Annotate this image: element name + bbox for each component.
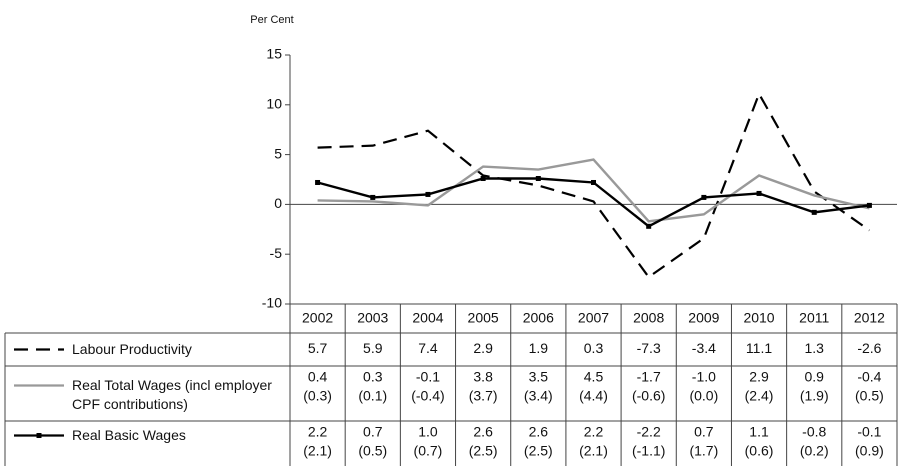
table-value: 1.3 — [804, 340, 824, 356]
x-tick-label: 2004 — [412, 310, 443, 326]
table-value: 0.7 — [694, 424, 714, 440]
table-sub-value: (0.7) — [414, 443, 443, 459]
marker — [425, 191, 431, 197]
y-tick-label: 15 — [266, 46, 282, 62]
table-sub-value: (2.1) — [303, 443, 332, 459]
table-value: 0.3 — [584, 340, 604, 356]
table-value: 11.1 — [746, 340, 772, 356]
legend-label: Real Total Wages (incl employer CPF cont… — [72, 376, 272, 412]
table-value: 0.9 — [804, 369, 824, 385]
table-value: 2.9 — [749, 369, 769, 385]
table-value: 5.7 — [308, 340, 328, 356]
table-value: -1.7 — [637, 369, 661, 385]
x-tick-label: 2012 — [854, 310, 885, 326]
x-tick-label: 2006 — [523, 310, 554, 326]
table-sub-value: (0.1) — [358, 388, 387, 404]
table-value: 0.3 — [363, 369, 383, 385]
legend-label: Labour Productivity — [72, 340, 192, 357]
table-value: -0.8 — [802, 424, 826, 440]
table-sub-value: (4.4) — [579, 388, 608, 404]
table-sub-value: (2.1) — [579, 443, 608, 459]
table-sub-value: (3.7) — [469, 388, 498, 404]
series-line — [317, 91, 871, 279]
legend-label: Real Basic Wages — [72, 426, 186, 443]
table-sub-value: (0.6) — [745, 443, 774, 459]
x-tick-label: 2005 — [468, 310, 499, 326]
table-value: 7.4 — [418, 340, 438, 356]
table-value: 2.6 — [529, 424, 549, 440]
table-value: 2.2 — [584, 424, 604, 440]
table-value: 2.2 — [308, 424, 328, 440]
x-tick-label: 2009 — [688, 310, 719, 326]
table-value: -0.1 — [416, 369, 440, 385]
marker — [811, 209, 817, 215]
y-tick-label: 5 — [274, 145, 282, 161]
marker — [315, 179, 321, 185]
x-tick-label: 2011 — [799, 310, 829, 326]
table-value: -0.4 — [857, 369, 881, 385]
table-sub-value: (0.2) — [800, 443, 829, 459]
table-sub-value: (2.5) — [524, 443, 553, 459]
table-value: -7.3 — [637, 340, 661, 356]
table-sub-value: (0.3) — [303, 388, 332, 404]
table-value: 5.9 — [363, 340, 383, 356]
legend-marker — [36, 433, 42, 438]
marker — [646, 223, 652, 229]
table-value: 2.9 — [473, 340, 493, 356]
table-sub-value: (-0.4) — [411, 388, 444, 404]
table-sub-value: (0.5) — [358, 443, 387, 459]
table-value: -1.0 — [692, 369, 716, 385]
table-value: 1.9 — [529, 340, 549, 356]
marker — [756, 190, 762, 196]
x-tick-label: 2008 — [633, 310, 664, 326]
table-value: 1.0 — [418, 424, 438, 440]
table-sub-value: (0.9) — [855, 443, 884, 459]
y-tick-label: -10 — [262, 295, 282, 311]
marker — [370, 194, 376, 200]
marker — [535, 176, 541, 182]
table-sub-value: (1.7) — [689, 443, 718, 459]
x-tick-label: 2003 — [357, 310, 388, 326]
table-value: -3.4 — [692, 340, 716, 356]
table-value: 2.6 — [473, 424, 493, 440]
table-sub-value: (-1.1) — [632, 443, 665, 459]
table-value: -2.6 — [857, 340, 881, 356]
series-line — [317, 158, 870, 223]
marker — [866, 202, 872, 208]
marker — [701, 194, 707, 200]
table-value: -0.1 — [857, 424, 881, 440]
x-tick-label: 2002 — [302, 310, 333, 326]
y-tick-label: -5 — [270, 245, 283, 261]
table-sub-value: (3.4) — [524, 388, 553, 404]
table-sub-value: (0.5) — [855, 388, 884, 404]
table-value: 1.1 — [749, 424, 769, 440]
table-value: 0.7 — [363, 424, 383, 440]
table-sub-value: (2.4) — [745, 388, 774, 404]
table-value: 0.4 — [308, 369, 328, 385]
table-sub-value: (1.9) — [800, 388, 829, 404]
table-value: 3.8 — [473, 369, 493, 385]
marker — [591, 179, 596, 185]
y-axis-label: Per Cent — [250, 14, 293, 26]
y-tick-label: 10 — [266, 96, 282, 112]
x-tick-label: 2010 — [743, 310, 774, 326]
table-value: 3.5 — [529, 369, 549, 385]
table-sub-value: (2.5) — [469, 443, 498, 459]
x-tick-label: 2007 — [578, 310, 609, 326]
table-value: -2.2 — [637, 424, 661, 440]
marker — [480, 176, 486, 182]
table-sub-value: (-0.6) — [632, 388, 665, 404]
y-tick-label: 0 — [274, 195, 282, 211]
table-sub-value: (0.0) — [689, 388, 718, 404]
table-value: 4.5 — [584, 369, 604, 385]
